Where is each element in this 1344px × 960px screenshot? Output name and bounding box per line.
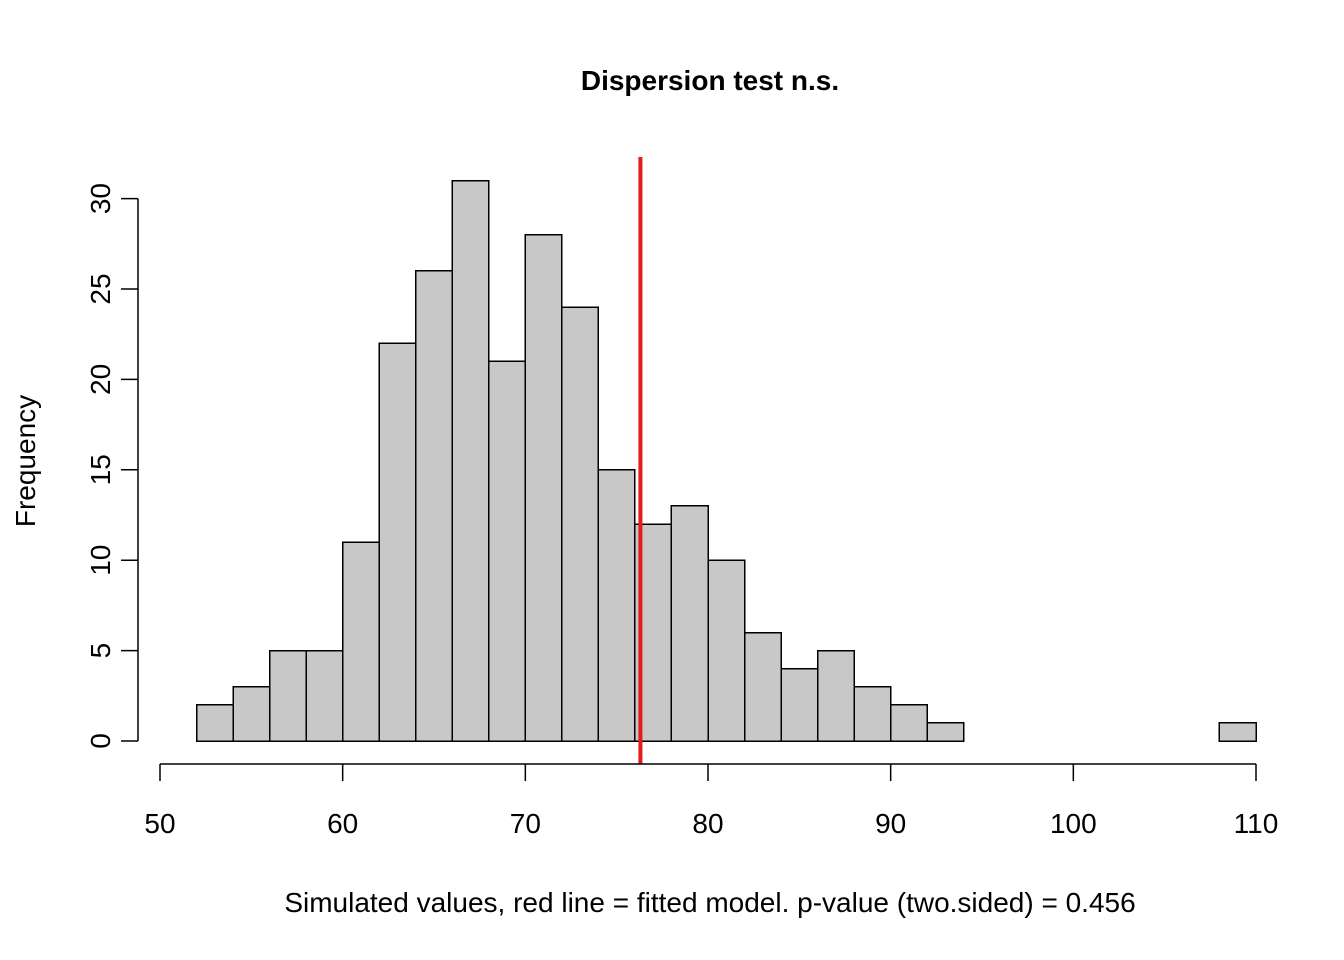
- histogram-bars: [195, 179, 1257, 742]
- histogram-bar: [561, 306, 600, 742]
- histogram-bar: [524, 234, 563, 742]
- histogram-bar: [1218, 722, 1257, 742]
- x-axis-label: Simulated values, red line = fitted mode…: [284, 887, 1135, 918]
- y-tick-label: 25: [85, 273, 116, 304]
- histogram-bar: [378, 342, 417, 742]
- x-tick-label: 110: [1234, 808, 1279, 839]
- histogram-bar: [268, 649, 307, 742]
- histogram-bar: [707, 559, 746, 742]
- histogram-bar: [816, 649, 855, 742]
- y-tick-label: 30: [85, 183, 116, 214]
- histogram-bar: [451, 179, 490, 742]
- histogram-bar: [670, 505, 709, 742]
- chart-title: Dispersion test n.s.: [581, 65, 839, 96]
- y-axis-label: Frequency: [10, 395, 41, 527]
- histogram-bar: [305, 649, 344, 742]
- y-tick-label: 15: [85, 454, 116, 485]
- histogram-bar: [488, 360, 527, 742]
- x-axis: 50 60 70 80 90 100 110: [144, 763, 1279, 839]
- y-tick-label: 5: [85, 643, 116, 659]
- histogram-bar: [341, 541, 380, 742]
- x-tick-label: 60: [327, 808, 358, 839]
- histogram-bar: [780, 667, 819, 742]
- x-tick-label: 50: [144, 808, 175, 839]
- y-axis: 0 5 10 15 20 25 30: [85, 183, 139, 749]
- x-tick-label: 100: [1050, 808, 1097, 839]
- x-tick-label: 80: [692, 808, 723, 839]
- histogram-bar: [853, 686, 892, 742]
- x-tick-label: 70: [510, 808, 541, 839]
- y-tick-label: 20: [85, 364, 116, 395]
- histogram-bar: [926, 722, 965, 742]
- histogram-bar: [232, 686, 271, 742]
- y-tick-label: 10: [85, 545, 116, 576]
- x-tick-label: 90: [875, 808, 906, 839]
- histogram-bar: [195, 704, 234, 742]
- histogram-bar: [889, 704, 928, 742]
- histogram-bar: [414, 270, 454, 742]
- histogram-bar: [597, 469, 636, 742]
- histogram-bar: [743, 631, 782, 742]
- y-tick-label: 0: [85, 733, 116, 749]
